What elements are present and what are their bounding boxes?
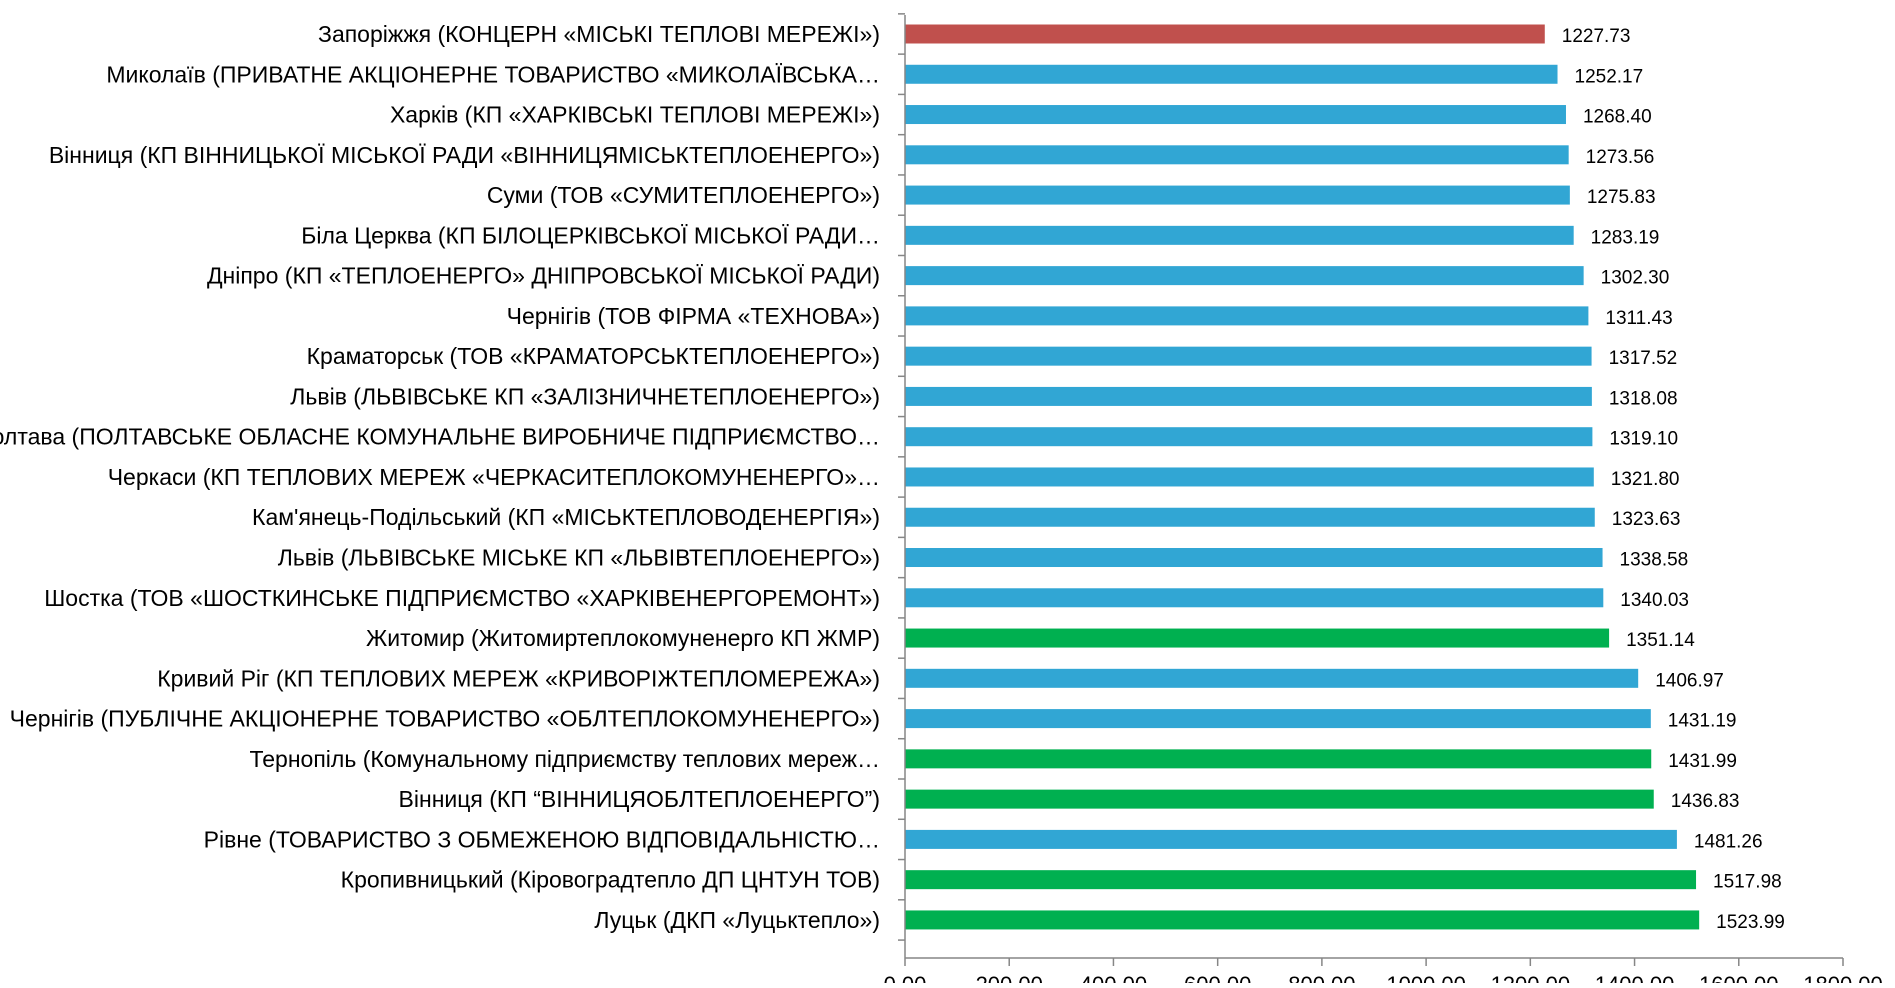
value-label-17: 1431.19 [1668,711,1737,732]
x-tick-label-4: 800.00 [1288,972,1355,983]
value-label-4: 1275.83 [1587,187,1656,208]
x-tick-label-2: 400.00 [1080,972,1147,983]
bar-14 [905,588,1604,608]
value-label-11: 1321.80 [1611,469,1680,490]
value-label-0: 1227.73 [1562,26,1631,47]
bar-11 [905,467,1594,487]
bar-22 [905,910,1700,930]
value-label-7: 1311.43 [1605,308,1672,329]
bar-1 [905,64,1558,84]
bar-13 [905,548,1603,568]
value-label-5: 1283.19 [1591,227,1660,248]
bar-16 [905,668,1639,688]
category-label-18: Тернопіль (Комунальному підприємству теп… [250,746,881,772]
category-label-11: Черкаси (КП ТЕПЛОВИХ МЕРЕЖ «ЧЕРКАСИТЕПЛО… [108,464,880,490]
bar-3 [905,145,1569,165]
bar-20 [905,829,1677,849]
bar-21 [905,870,1697,890]
x-tick-label-3: 600.00 [1184,972,1251,983]
bar-15 [905,628,1610,648]
category-label-9: Львів (ЛЬВІВСЬКЕ КП «ЗАЛІЗНИЧНЕТЕПЛОЕНЕР… [290,383,880,409]
category-label-16: Кривий Ріг (КП ТЕПЛОВИХ МЕРЕЖ «КРИВОРІЖТ… [157,665,880,691]
value-label-2: 1268.40 [1583,107,1652,128]
bar-5 [905,225,1574,245]
category-label-2: Харків (КП «ХАРКІВСЬКІ ТЕПЛОВІ МЕРЕЖІ») [390,102,880,128]
value-label-15: 1351.14 [1626,630,1695,651]
value-label-14: 1340.03 [1620,590,1689,611]
value-label-16: 1406.97 [1655,670,1724,691]
value-label-20: 1481.26 [1694,831,1763,852]
category-label-0: Запоріжжя (КОНЦЕРН «МІСЬКІ ТЕПЛОВІ МЕРЕЖ… [318,21,880,47]
value-label-1: 1252.17 [1575,66,1644,87]
value-label-6: 1302.30 [1601,268,1670,289]
x-tick-label-6: 1200.00 [1491,972,1571,983]
bar-6 [905,266,1584,286]
value-label-19: 1436.83 [1671,791,1740,812]
category-label-8: Краматорськ (ТОВ «КРАМАТОРСЬКТЕПЛОЕНЕРГО… [307,343,880,369]
x-tick-label-1: 200.00 [976,972,1043,983]
value-label-13: 1338.58 [1620,550,1689,571]
category-labels-group: Запоріжжя (КОНЦЕРН «МІСЬКІ ТЕПЛОВІ МЕРЕЖ… [0,21,880,933]
category-label-7: Чернігів (ТОВ ФІРМА «ТЕХНОВА») [507,303,880,329]
category-label-1: Миколаїв (ПРИВАТНЕ АКЦІОНЕРНЕ ТОВАРИСТВО… [106,61,880,87]
x-tick-label-5: 1000.00 [1386,972,1466,983]
value-label-18: 1431.99 [1668,751,1737,772]
bar-9 [905,386,1592,406]
x-tick-label-8: 1600.00 [1699,972,1779,983]
category-label-17: Чернігів (ПУБЛІЧНЕ АКЦІОНЕРНЕ ТОВАРИСТВО… [10,706,880,732]
bar-12 [905,507,1595,527]
bar-7 [905,306,1589,326]
category-label-22: Луцьк (ДКП «Луцьктепло») [594,907,880,933]
value-label-21: 1517.98 [1713,872,1782,893]
bar-2 [905,105,1566,125]
category-label-21: Кропивницький (Кіровоградтепло ДП ЦНТУН … [341,867,880,893]
category-label-5: Біла Церква (КП БІЛОЦЕРКІВСЬКОЇ МІСЬКОЇ … [301,222,880,248]
value-label-9: 1318.08 [1609,388,1678,409]
x-tick-label-0: 0.00 [884,972,927,983]
value-labels-group: 1227.73 1252.17 1268.40 1273.56 1275.83 1283.… [1562,26,1785,933]
category-label-4: Суми (ТОВ «СУМИТЕПЛОЕНЕРГО») [487,182,880,208]
value-label-22: 1523.99 [1716,912,1785,933]
category-label-10: Полтава (ПОЛТАВСЬКЕ ОБЛАСНЕ КОМУНАЛЬНЕ В… [0,424,880,450]
x-tick-label-7: 1400.00 [1595,972,1675,983]
value-label-3: 1273.56 [1586,147,1655,168]
bar-4 [905,185,1570,205]
category-label-12: Кам'янець-Подільський (КП «МІСЬКТЕПЛОВОД… [252,504,880,530]
value-label-10: 1319.10 [1609,429,1678,450]
x-tick-label-9: 1800.00 [1803,972,1883,983]
category-label-14: Шостка (ТОВ «ШОСТКИНСЬКЕ ПІДПРИЄМСТВО «Х… [44,585,880,611]
category-label-6: Дніпро (КП «ТЕПЛОЕНЕРГО» ДНІПРОВСЬКОЇ МІ… [207,263,880,289]
bar-19 [905,789,1654,809]
value-label-12: 1323.63 [1612,509,1681,530]
bars-group [905,24,1700,930]
category-label-15: Житомир (Житомиртеплокомуненерго КП ЖМР) [366,625,880,651]
bar-17 [905,709,1651,729]
category-label-19: Вінниця (КП “ВІННИЦЯОБЛТЕПЛОЕНЕРГО”) [399,786,880,812]
bar-10 [905,427,1593,447]
category-label-3: Вінниця (КП ВІННИЦЬКОЇ МІСЬКОЇ РАДИ «ВІН… [49,142,880,168]
bar-8 [905,346,1592,366]
bar-18 [905,749,1652,769]
value-label-8: 1317.52 [1609,348,1678,369]
category-label-20: Рівне (ТОВАРИСТВО З ОБМЕЖЕНОЮ ВІДПОВІДАЛ… [204,826,880,852]
bar-0 [905,24,1545,44]
category-label-13: Львів (ЛЬВІВСЬКЕ МІСЬКЕ КП «ЛЬВІВТЕПЛОЕН… [278,545,880,571]
